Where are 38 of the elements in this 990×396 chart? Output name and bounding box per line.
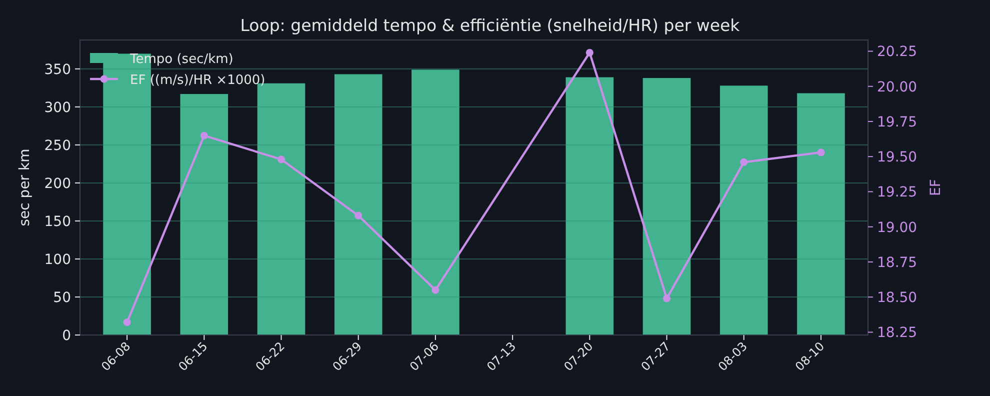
- y2-tick-label: 18.25: [877, 325, 918, 342]
- legend-label: EF ((m/s)/HR ×1000): [130, 73, 266, 88]
- y-tick-label: 0: [62, 328, 71, 344]
- point: [277, 156, 286, 164]
- point: [200, 132, 208, 140]
- y-tick-label: 50: [53, 290, 71, 306]
- y-tick-label: 100: [44, 252, 71, 268]
- bar: [566, 77, 614, 335]
- y2-tick-label: 18.75: [877, 254, 918, 271]
- point: [817, 148, 825, 156]
- y2-tick-label: 19.25: [877, 184, 918, 201]
- y2-tick-label: 19.00: [877, 220, 918, 236]
- point: [662, 294, 671, 302]
- y2-tick-label: 19.75: [877, 114, 918, 130]
- y2-axis-title: EF: [928, 179, 944, 196]
- bar: [797, 93, 845, 335]
- bar: [180, 94, 228, 335]
- y-tick-label: 150: [44, 214, 71, 230]
- chart-title: Loop: gemiddeld tempo & efficiëntie (snelheid/HR) per week: [240, 16, 740, 35]
- y2-tick-label: 20.25: [877, 44, 918, 60]
- y-tick-label: 200: [44, 176, 71, 192]
- point: [354, 212, 362, 220]
- point: [123, 318, 131, 326]
- y-tick-label: 250: [44, 138, 71, 154]
- point: [740, 158, 748, 166]
- point: [432, 286, 440, 294]
- y-tick-label: 350: [44, 62, 71, 78]
- y2-tick-label: 20.00: [877, 79, 918, 96]
- legend-label: Tempo (sec/km): [129, 52, 234, 67]
- bar: [642, 78, 691, 335]
- y2-tick-label: 19.50: [877, 150, 918, 166]
- bar: [720, 86, 768, 335]
- y-axis-title: sec per km: [17, 148, 33, 226]
- bar: [412, 70, 460, 335]
- y-tick-label: 300: [44, 100, 71, 116]
- y2-tick-label: 18.50: [877, 290, 918, 306]
- bar: [334, 74, 382, 335]
- point: [586, 48, 594, 56]
